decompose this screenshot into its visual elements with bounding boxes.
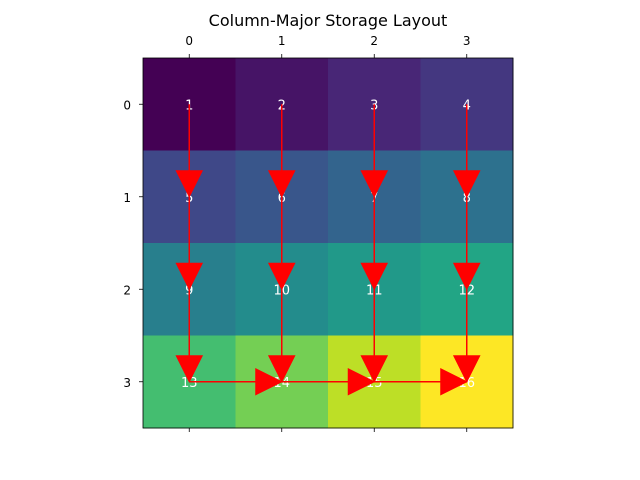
storage-order-arrow	[175, 289, 204, 383]
heatmap-cells	[143, 58, 514, 429]
storage-order-arrow	[360, 196, 389, 291]
storage-order-arrow	[374, 367, 468, 396]
storage-order-arrow	[189, 367, 283, 396]
cell-value-label: 13	[181, 376, 198, 391]
x-tick-label: 3	[463, 34, 471, 48]
y-tick-label: 3	[123, 376, 131, 390]
storage-order-arrow	[175, 104, 204, 198]
storage-order-arrow	[452, 289, 481, 383]
storage-order-arrow	[360, 104, 389, 198]
storage-order-arrow	[267, 104, 296, 198]
storage-order-arrow	[175, 196, 204, 291]
storage-order-arrow	[267, 289, 296, 383]
storage-order-arrow	[452, 104, 481, 198]
storage-order-arrows	[175, 104, 481, 396]
x-axis-bottom	[188, 428, 468, 432]
y-tick-label: 2	[123, 283, 131, 297]
y-tick-label: 1	[123, 191, 131, 205]
chart-title: Column-Major Storage Layout	[209, 11, 448, 30]
x-axis-top: 0 1 2 3	[185, 34, 471, 58]
y-tick-label: 0	[123, 98, 131, 112]
axes-frame	[142, 57, 514, 429]
storage-order-arrow	[452, 196, 481, 291]
storage-order-arrow	[267, 196, 296, 291]
x-tick-label: 2	[370, 34, 378, 48]
y-axis: 0 1 2 3	[123, 98, 143, 390]
x-tick-label: 1	[278, 34, 286, 48]
x-tick-label: 0	[185, 34, 193, 48]
storage-order-arrow	[281, 367, 376, 396]
storage-order-arrow	[360, 289, 389, 383]
